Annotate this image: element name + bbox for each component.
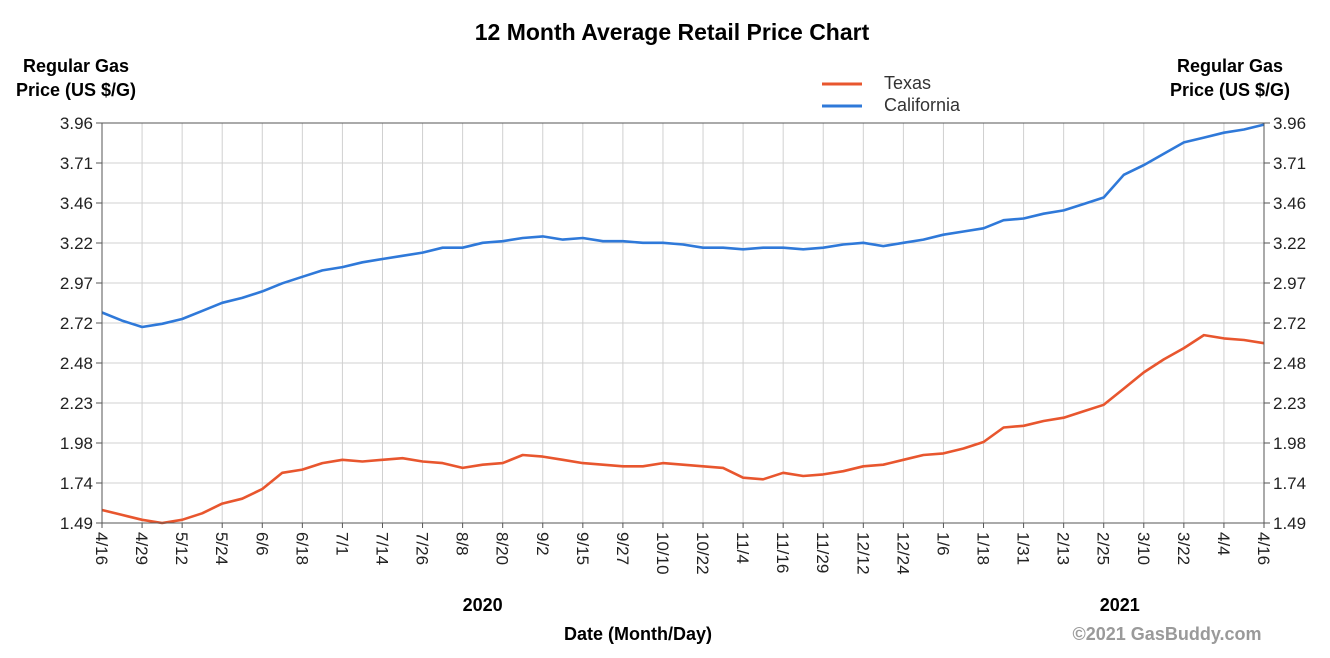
y-tick-label-right: 2.97: [1273, 274, 1306, 293]
series-line-texas: [101, 333, 1265, 525]
x-tick-label: 1/6: [933, 532, 952, 556]
y-tick-label-left: 3.46: [60, 194, 93, 213]
y-tick-label-right: 3.46: [1273, 194, 1306, 213]
x-tick-label: 4/29: [132, 532, 151, 565]
y-tick-label-right: 3.96: [1273, 114, 1306, 133]
y-axis-title-right-line2: Price (US $/G): [1170, 80, 1290, 100]
x-tick-label: 1/31: [1014, 532, 1033, 565]
y-tick-label-left: 1.98: [60, 434, 93, 453]
y-tick-label-left: 1.49: [60, 514, 93, 533]
x-tick-label: 4/16: [92, 532, 111, 565]
x-tick-label: 3/22: [1174, 532, 1193, 565]
x-tick-label: 11/29: [813, 532, 832, 573]
y-axis-title-left-line2: Price (US $/G): [16, 80, 136, 100]
y-tick-label-right: 3.71: [1273, 154, 1306, 173]
year-labels: 2020 2021: [463, 595, 1140, 615]
x-tick-label: 12/12: [853, 532, 872, 575]
x-tick-label: 6/6: [252, 532, 271, 556]
x-axis-title: Date (Month/Day): [564, 624, 712, 644]
plot-frame: [101, 122, 1265, 524]
x-tick-label: 2/25: [1094, 532, 1113, 565]
copyright-credit: ©2021 GasBuddy.com: [1073, 624, 1262, 644]
series-lines: [101, 123, 1265, 525]
y-tick-label-left: 2.97: [60, 274, 93, 293]
x-tick-label: 10/10: [653, 532, 672, 575]
x-tick-label: 8/20: [493, 532, 512, 565]
series-line-california: [101, 123, 1265, 329]
x-tick-label: 7/14: [372, 532, 391, 565]
y-tick-label-left: 3.96: [60, 114, 93, 133]
y-axis-title-right-line1: Regular Gas: [1177, 56, 1283, 76]
y-tick-label-left: 3.71: [60, 154, 93, 173]
y-tick-label-left: 2.23: [60, 394, 93, 413]
x-tick-label: 5/12: [172, 532, 191, 565]
chart-title: 12 Month Average Retail Price Chart: [475, 19, 870, 45]
x-tick-label: 2/13: [1054, 532, 1073, 565]
x-tick-label: 7/1: [332, 532, 351, 556]
x-tick-label: 7/26: [413, 532, 432, 565]
x-tick-label: 5/24: [212, 532, 231, 565]
x-tick-label: 10/22: [693, 532, 712, 575]
x-tick-label: 4/16: [1254, 532, 1273, 565]
y-tick-label-left: 3.22: [60, 234, 93, 253]
y-tick-label-left: 1.74: [60, 474, 93, 493]
x-tick-label: 9/15: [573, 532, 592, 565]
x-tick-label: 4/4: [1214, 532, 1233, 556]
y-tick-label-left: 2.72: [60, 314, 93, 333]
legend: Texas California: [822, 73, 961, 115]
x-tick-label: 9/2: [533, 532, 552, 556]
y-tick-label-left: 2.48: [60, 354, 93, 373]
y-tick-label-right: 1.74: [1273, 474, 1306, 493]
legend-label-texas: Texas: [884, 73, 931, 93]
x-tick-label: 11/16: [773, 532, 792, 573]
x-tick-label: 3/10: [1134, 532, 1153, 565]
y-tick-label-right: 1.98: [1273, 434, 1306, 453]
legend-label-california: California: [884, 95, 961, 115]
y-tick-label-right: 3.22: [1273, 234, 1306, 253]
x-tick-label: 9/27: [613, 532, 632, 565]
y-tick-label-right: 2.23: [1273, 394, 1306, 413]
x-tick-label: 1/18: [974, 532, 993, 565]
x-tick-label: 12/24: [893, 532, 912, 575]
year-label: 2021: [1100, 595, 1140, 615]
x-tick-label: 8/8: [453, 532, 472, 556]
x-tick-label: 6/18: [292, 532, 311, 565]
y-tick-label-right: 2.48: [1273, 354, 1306, 373]
y-tick-label-right: 1.49: [1273, 514, 1306, 533]
year-label: 2020: [463, 595, 503, 615]
x-axis-ticks: 4/16 4/29 5/12 5/24 6/6 6/18 7/1 7/14 7/26 8/8 8/2…: [92, 523, 1273, 575]
y-tick-label-right: 2.72: [1273, 314, 1306, 333]
x-tick-label: 11/4: [733, 532, 752, 564]
y-axis-title-left-line1: Regular Gas: [23, 56, 129, 76]
y-axis-ticks: 3.96 3.96 3.71 3.71 3.46 3.46 3.22 3.22 2.97 2.97…: [60, 114, 1306, 533]
gridlines: [101, 122, 1265, 524]
